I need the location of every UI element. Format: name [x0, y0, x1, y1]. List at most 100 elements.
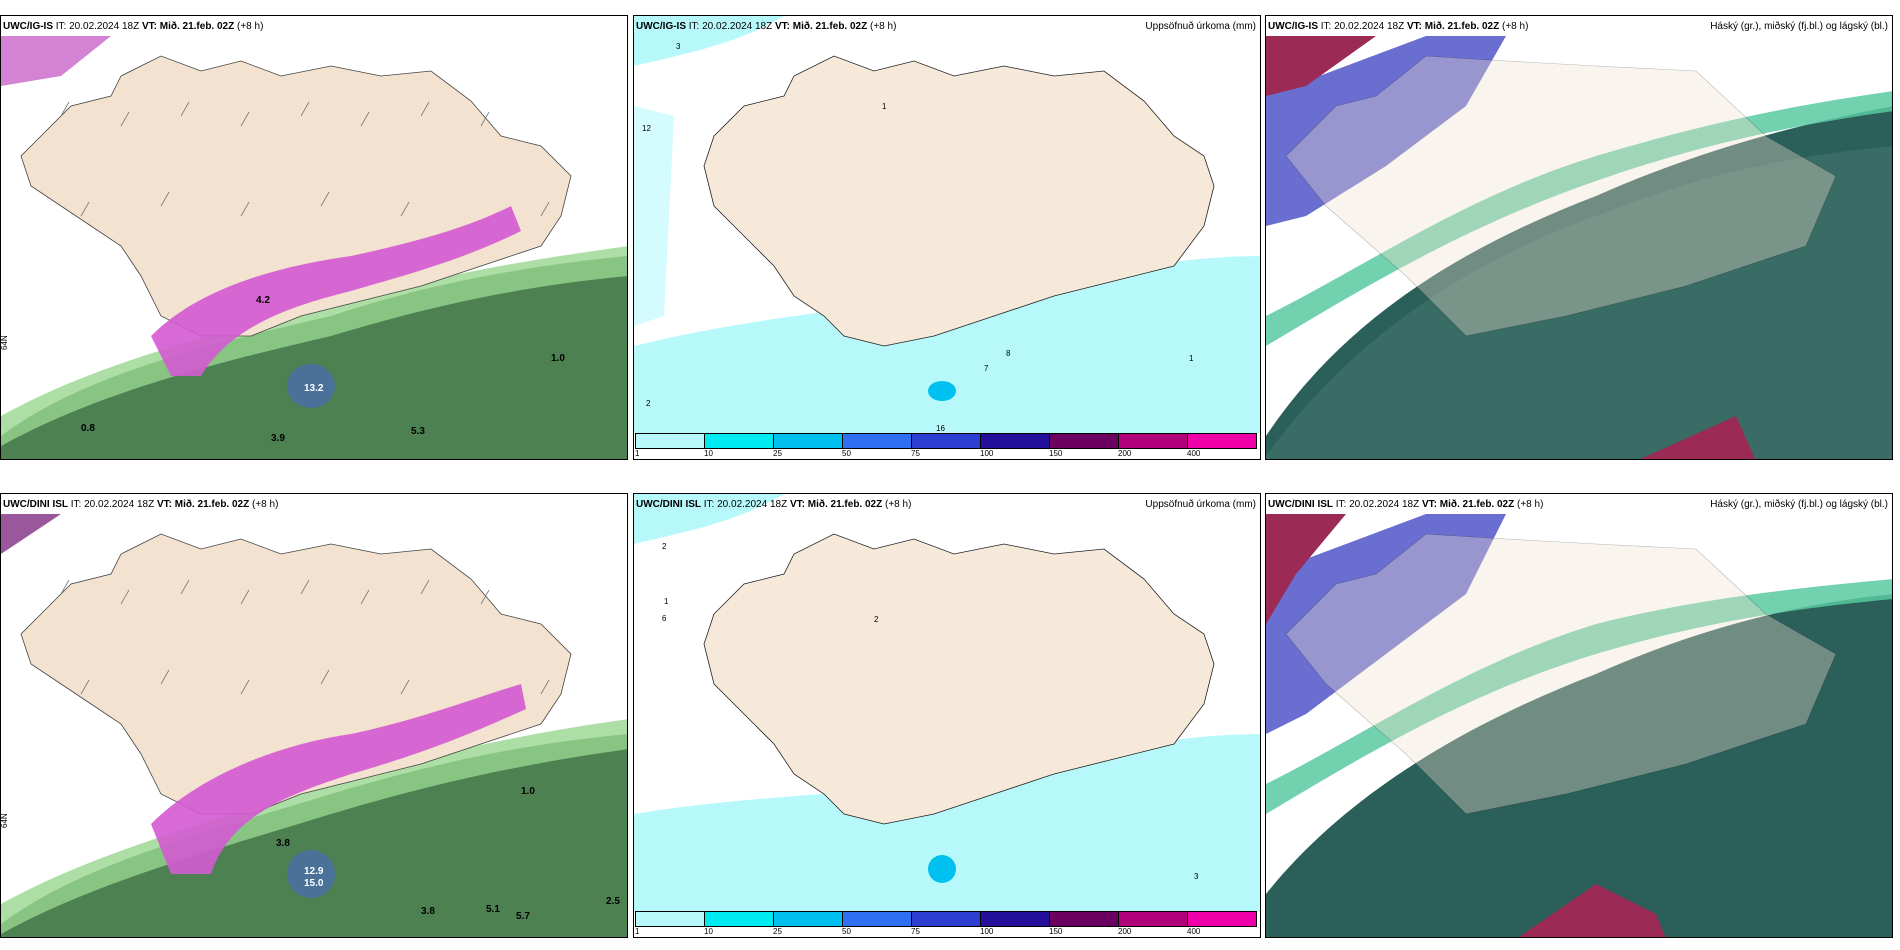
value-label: 12.9	[304, 866, 324, 877]
colorbar-bin	[980, 911, 1050, 927]
map-cloud-cover	[1266, 16, 1892, 459]
colorbar-bin	[911, 911, 981, 927]
value-label: 1	[664, 597, 669, 606]
mid-cloud-blue-nw	[1266, 514, 1506, 734]
map-wind-precip-type: 4.2 13.2 3.9 5.3 1.0 0.8 64N	[1, 16, 627, 459]
panel-header: UWC/IG-IS IT: 20.02.2024 18Z VT: Mið. 21…	[3, 21, 264, 32]
panel-top-mid: 3 12 1 7 8 16 1 2 UWC/IG-IS IT: 20.02.20…	[633, 15, 1261, 460]
value-label: 3	[676, 42, 681, 51]
colorbar-tick: 100	[980, 449, 994, 458]
colorbar-bin	[1049, 911, 1119, 927]
magenta-nw-corner	[1, 514, 61, 554]
colorbar-bin	[635, 911, 705, 927]
panel-header: UWC/DINI ISL IT: 20.02.2024 18Z VT: Mið.…	[636, 499, 912, 510]
value-label: 13.2	[304, 383, 324, 394]
precip-core	[287, 364, 335, 408]
lat-label: 64N	[1, 335, 9, 350]
low-cloud-area	[1266, 594, 1892, 937]
value-label: 2.5	[606, 896, 620, 907]
magenta-nw-corner	[1, 36, 111, 86]
iceland-land	[703, 55, 1215, 347]
lat-label: 64N	[1, 813, 9, 828]
iceland-outline	[1285, 55, 1837, 337]
colorbar-tick: 10	[704, 927, 713, 936]
high-cloud-red-nw	[1266, 36, 1376, 96]
high-cloud-red-s	[1518, 884, 1666, 937]
map-cloud-cover	[1266, 494, 1892, 937]
wind-barb-grid	[60, 579, 550, 695]
colorbar-bin	[1049, 433, 1119, 449]
precip-light-south	[634, 734, 1260, 914]
value-label: 5.3	[411, 426, 425, 437]
panel-header: UWC/IG-IS IT: 20.02.2024 18Z VT: Mið. 21…	[1268, 21, 1529, 32]
colorbar-tick: 75	[911, 449, 920, 458]
colorbar-tick: 25	[773, 927, 782, 936]
value-label: 7	[984, 364, 989, 373]
high-cloud-red-s	[1640, 416, 1756, 459]
panel-bottom-left: 3.8 12.9 15.0 1.0 3.8 5.1 5.7 2.5 64N UW…	[0, 493, 628, 938]
colorbar-tick: 400	[1187, 449, 1201, 458]
colorbar-bin	[635, 433, 705, 449]
value-label: 1	[882, 102, 887, 111]
colorbar-tick: 50	[842, 449, 851, 458]
colorbar-bin	[842, 911, 912, 927]
value-label: 6	[662, 614, 667, 623]
precip-core	[287, 850, 335, 898]
value-label: 8	[1006, 349, 1011, 358]
colorbar-bin	[704, 433, 774, 449]
value-label: 2	[874, 615, 879, 624]
mid-cloud-area	[1266, 146, 1892, 459]
iceland-land	[703, 533, 1215, 825]
value-label: 1	[1189, 354, 1194, 363]
precip-core	[928, 381, 956, 401]
value-label: 15.0	[304, 878, 324, 889]
green-rain-area	[1, 256, 627, 459]
precip-core	[928, 855, 956, 883]
colorbar-tick: 100	[980, 927, 994, 936]
precip-west	[634, 106, 674, 326]
colorbar-tick: 150	[1049, 449, 1063, 458]
value-label: 1.0	[521, 786, 535, 797]
colorbar-tick: 200	[1118, 449, 1132, 458]
green-rain-area	[1, 734, 627, 937]
panel-title: Uppsöfnuð úrkoma (mm)	[1145, 21, 1256, 32]
panel-header: UWC/DINI ISL IT: 20.02.2024 18Z VT: Mið.…	[1268, 499, 1544, 510]
colorbar-tick: 150	[1049, 927, 1063, 936]
map-accumulated-precip: 3 12 1 7 8 16 1 2	[634, 16, 1260, 459]
panel-title: Háský (gr.), miðský (fj.bl.) og lágský (…	[1710, 499, 1888, 510]
colorbar-bin	[1187, 911, 1257, 927]
value-label: 5.1	[486, 904, 500, 915]
precip-light-south	[634, 256, 1260, 436]
iceland-outline	[1285, 533, 1837, 815]
value-label: 2	[662, 542, 667, 551]
value-label: 4.2	[256, 295, 270, 306]
value-label: 3.9	[271, 433, 285, 444]
value-label: 0.8	[81, 423, 95, 434]
panel-title: Háský (gr.), miðský (fj.bl.) og lágský (…	[1710, 21, 1888, 32]
mid-cloud-blue-nw	[1266, 36, 1506, 226]
high-cloud-red-nw	[1266, 514, 1346, 624]
colorbar-bin	[773, 433, 843, 449]
colorbar-tick: 1	[635, 449, 640, 458]
colorbar-bin	[980, 433, 1050, 449]
colorbar-bin	[1118, 911, 1188, 927]
colorbar-tick: 1	[635, 927, 640, 936]
value-label: 1.0	[551, 353, 565, 364]
panel-top-left: 4.2 13.2 3.9 5.3 1.0 0.8 64N UWC/IG-IS I…	[0, 15, 628, 460]
colorbar-bin	[704, 911, 774, 927]
map-wind-precip-type: 3.8 12.9 15.0 1.0 3.8 5.1 5.7 2.5 64N	[1, 494, 627, 937]
precip-colorbar: 1 10 25 50 75 100 150 200 400	[634, 433, 1260, 459]
colorbar-tick: 400	[1187, 927, 1201, 936]
value-label: 5.7	[516, 911, 530, 922]
value-label: 12	[642, 124, 651, 133]
panel-header: UWC/IG-IS IT: 20.02.2024 18Z VT: Mið. 21…	[636, 21, 897, 32]
map-accumulated-precip: 2 1 6 2 13 14 3	[634, 494, 1260, 937]
panel-header: UWC/DINI ISL IT: 20.02.2024 18Z VT: Mið.…	[3, 499, 279, 510]
panel-title: Uppsöfnuð úrkoma (mm)	[1145, 499, 1256, 510]
colorbar-bin	[911, 433, 981, 449]
colorbar-bin	[842, 433, 912, 449]
colorbar-tick: 200	[1118, 927, 1132, 936]
colorbar-bin	[773, 911, 843, 927]
value-label: 3.8	[421, 906, 435, 917]
value-label: 3.8	[276, 838, 290, 849]
